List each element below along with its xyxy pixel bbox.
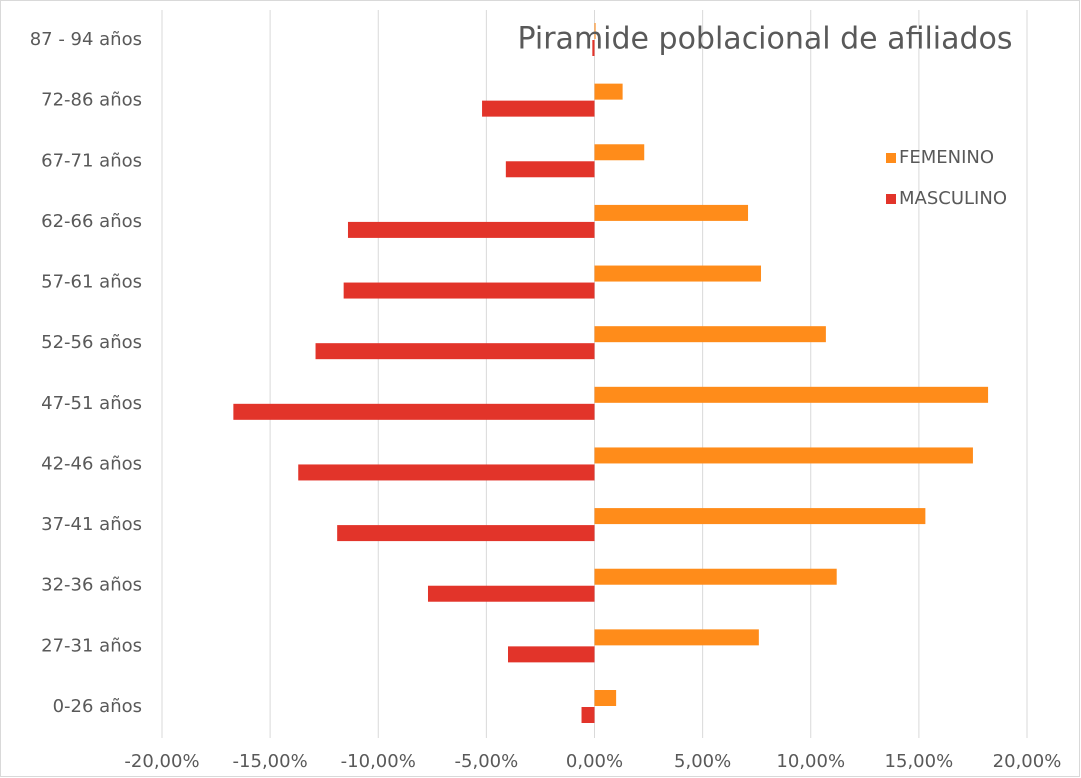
y-tick-label: 42-46 años bbox=[41, 453, 142, 474]
y-tick-label: 52-56 años bbox=[41, 332, 142, 353]
bar bbox=[343, 282, 595, 299]
bar bbox=[594, 326, 826, 343]
y-tick-label: 0-26 años bbox=[53, 696, 142, 717]
bar bbox=[594, 568, 837, 585]
bar bbox=[581, 707, 595, 723]
y-tick-label: 37-41 años bbox=[41, 514, 142, 535]
bar bbox=[594, 204, 749, 221]
bar bbox=[594, 690, 617, 706]
y-tick-label: 67-71 años bbox=[41, 150, 142, 171]
bar bbox=[427, 585, 595, 602]
bar bbox=[594, 265, 762, 282]
y-tick-label: 47-51 años bbox=[41, 393, 142, 414]
chart-title: Piramide poblacional de afiliados bbox=[517, 22, 1012, 57]
x-tick-label: -10,00% bbox=[341, 751, 416, 772]
x-tick-label: 10,00% bbox=[776, 751, 845, 772]
x-tick-label: 15,00% bbox=[885, 751, 954, 772]
bar bbox=[594, 508, 926, 525]
x-tick-label: -15,00% bbox=[233, 751, 308, 772]
x-tick-label: -20,00% bbox=[124, 751, 199, 772]
bar bbox=[592, 40, 595, 56]
bar bbox=[594, 83, 623, 100]
y-tick-label: 27-31 años bbox=[41, 635, 142, 656]
y-tick-label: 72-86 años bbox=[41, 90, 142, 111]
x-tick-label: 5,00% bbox=[674, 751, 731, 772]
y-tick-label: 57-61 años bbox=[41, 272, 142, 293]
bar bbox=[298, 464, 595, 481]
bar bbox=[347, 221, 595, 238]
bar bbox=[594, 23, 596, 39]
bar bbox=[594, 629, 759, 646]
legend-swatch bbox=[886, 153, 896, 163]
x-tick-label: -5,00% bbox=[455, 751, 519, 772]
bar bbox=[315, 343, 595, 360]
x-tick-label: 20,00% bbox=[993, 751, 1062, 772]
legend-label: FEMENINO bbox=[899, 147, 994, 168]
legend-swatch bbox=[886, 194, 896, 204]
bar bbox=[508, 646, 595, 663]
bar bbox=[482, 100, 595, 117]
legend-label: MASCULINO bbox=[899, 188, 1007, 209]
y-tick-label: 62-66 años bbox=[41, 211, 142, 232]
bar bbox=[505, 161, 595, 178]
bar bbox=[337, 525, 595, 542]
x-tick-label: 0,00% bbox=[566, 751, 623, 772]
y-tick-label: 32-36 años bbox=[41, 575, 142, 596]
bar bbox=[594, 447, 973, 464]
y-tick-label: 87 - 94 años bbox=[30, 29, 142, 50]
bar bbox=[594, 144, 645, 161]
bar bbox=[233, 403, 595, 420]
bar bbox=[594, 386, 989, 403]
